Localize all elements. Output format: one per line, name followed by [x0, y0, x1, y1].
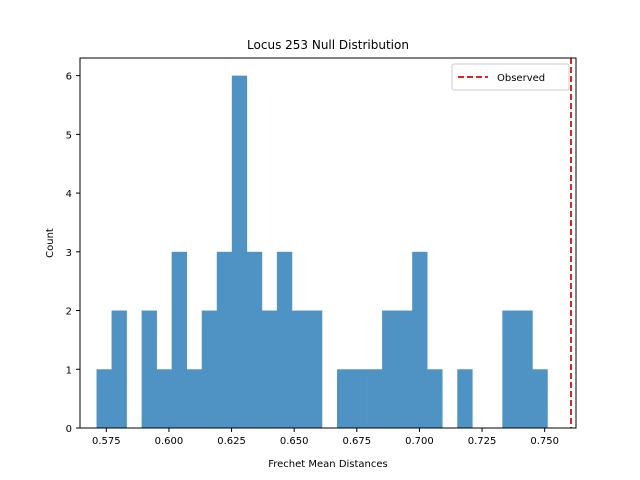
histogram-bars — [96, 75, 548, 429]
histogram-bar — [216, 251, 233, 428]
x-tick-label: 0.725 — [468, 436, 497, 447]
histogram-bar — [156, 369, 172, 428]
legend-box — [451, 63, 570, 91]
histogram-bar — [171, 251, 188, 428]
histogram-bar — [427, 369, 443, 428]
y-tick-label: 5 — [66, 130, 72, 141]
histogram-bar — [382, 310, 398, 428]
chart-title: Locus 253 Null Distribution — [247, 38, 409, 52]
y-tick-label: 1 — [66, 365, 72, 376]
x-tick-label: 0.575 — [92, 436, 121, 447]
histogram-bar — [186, 369, 203, 428]
x-axis-ticks: 0.575 0.600 0.625 0.650 0.675 0.700 0.725 0.750 — [92, 428, 559, 447]
histogram-bar — [517, 310, 533, 428]
y-axis-label: Count — [45, 228, 56, 258]
x-tick-label: 0.700 — [405, 436, 434, 447]
y-tick-label: 6 — [66, 72, 72, 83]
histogram-bar — [306, 310, 323, 428]
histogram-bar — [337, 369, 353, 428]
y-axis-ticks: 0 1 2 3 4 5 6 — [66, 72, 80, 435]
x-tick-label: 0.675 — [342, 436, 371, 447]
histogram-bar — [201, 310, 218, 428]
y-tick-label: 0 — [66, 424, 72, 435]
histogram-bar — [532, 369, 548, 428]
histogram-bar — [96, 369, 112, 428]
histogram-bar — [367, 369, 383, 428]
histogram-bar — [261, 310, 278, 428]
histogram-bar — [231, 75, 248, 429]
histogram-bar — [412, 251, 428, 428]
histogram-bar — [291, 310, 308, 428]
x-tick-label: 0.600 — [155, 436, 184, 447]
x-tick-label: 0.650 — [280, 436, 309, 447]
histogram-bar — [352, 369, 368, 428]
histogram-bar — [457, 369, 473, 428]
histogram-bar — [141, 310, 157, 428]
plot-frame — [79, 57, 577, 429]
legend: Observed — [451, 63, 570, 91]
x-tick-label: 0.625 — [217, 436, 246, 447]
histogram-bar — [397, 310, 413, 428]
histogram-bar — [111, 310, 127, 428]
x-axis-label: Frechet Mean Distances — [268, 459, 388, 470]
histogram-bar — [276, 251, 293, 428]
y-tick-label: 3 — [66, 248, 72, 259]
histogram-bar — [246, 251, 263, 428]
x-tick-label: 0.750 — [530, 436, 559, 447]
histogram-bar — [502, 310, 518, 428]
y-tick-label: 4 — [66, 189, 72, 200]
legend-observed-label: Observed — [497, 73, 545, 84]
y-tick-label: 2 — [66, 307, 72, 318]
